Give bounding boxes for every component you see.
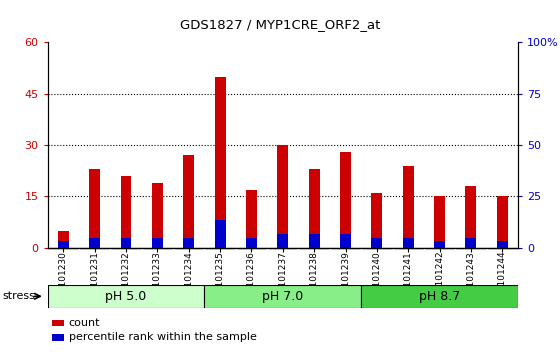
Bar: [361, 285, 518, 308]
Text: percentile rank within the sample: percentile rank within the sample: [69, 332, 256, 342]
Text: GSM101244: GSM101244: [498, 251, 507, 306]
Bar: [58, 241, 69, 248]
Text: GSM101236: GSM101236: [247, 251, 256, 306]
Text: GSM101238: GSM101238: [310, 251, 319, 306]
Text: pH 8.7: pH 8.7: [419, 290, 460, 303]
Bar: [183, 155, 194, 248]
Text: stress: stress: [3, 291, 36, 301]
Bar: [246, 190, 257, 248]
Text: count: count: [69, 318, 100, 328]
Text: GSM101230: GSM101230: [59, 251, 68, 306]
Bar: [497, 241, 508, 248]
Bar: [277, 234, 288, 248]
Bar: [309, 234, 320, 248]
Bar: [89, 238, 100, 248]
Bar: [434, 196, 445, 248]
Bar: [246, 238, 257, 248]
Bar: [434, 241, 445, 248]
Text: GDS1827 / MYP1CRE_ORF2_at: GDS1827 / MYP1CRE_ORF2_at: [180, 18, 380, 31]
Bar: [58, 231, 69, 248]
Bar: [403, 166, 414, 248]
Text: GSM101239: GSM101239: [341, 251, 350, 306]
Text: GSM101233: GSM101233: [153, 251, 162, 306]
Text: GSM101243: GSM101243: [466, 251, 475, 306]
Bar: [204, 285, 361, 308]
Text: GSM101231: GSM101231: [90, 251, 99, 306]
Bar: [465, 238, 477, 248]
Bar: [465, 186, 477, 248]
Text: GSM101240: GSM101240: [372, 251, 381, 306]
Bar: [152, 183, 163, 248]
Text: GSM101234: GSM101234: [184, 251, 193, 306]
Bar: [277, 145, 288, 248]
Bar: [152, 238, 163, 248]
Text: pH 5.0: pH 5.0: [105, 290, 147, 303]
Bar: [48, 285, 204, 308]
Bar: [403, 238, 414, 248]
Bar: [120, 238, 132, 248]
Bar: [120, 176, 132, 248]
Bar: [371, 193, 382, 248]
Bar: [52, 320, 64, 326]
Bar: [52, 334, 64, 341]
Bar: [183, 238, 194, 248]
Bar: [214, 77, 226, 248]
Bar: [497, 196, 508, 248]
Text: GSM101232: GSM101232: [122, 251, 130, 306]
Text: GSM101237: GSM101237: [278, 251, 287, 306]
Bar: [340, 152, 351, 248]
Bar: [340, 234, 351, 248]
Text: pH 7.0: pH 7.0: [262, 290, 304, 303]
Bar: [371, 238, 382, 248]
Text: GSM101242: GSM101242: [435, 251, 444, 306]
Text: GSM101235: GSM101235: [216, 251, 225, 306]
Bar: [214, 221, 226, 248]
Bar: [89, 169, 100, 248]
Text: GSM101241: GSM101241: [404, 251, 413, 306]
Bar: [309, 169, 320, 248]
